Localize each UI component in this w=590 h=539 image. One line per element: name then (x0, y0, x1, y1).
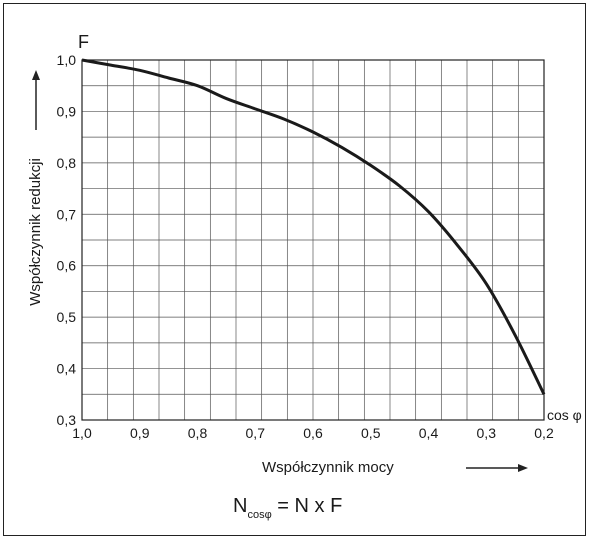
x-tick-labels: 1,0 0,9 0,8 0,7 0,6 0,5 0,4 0,3 0,2 (72, 425, 554, 441)
plot-border (81, 59, 545, 421)
x-tick-label: 0,7 (246, 425, 266, 441)
x-axis-label: Współczynnik mocy (262, 459, 394, 476)
formula: Ncosφ = N x F (233, 495, 342, 521)
x-tick-label: 0,4 (419, 425, 439, 441)
grid (82, 60, 544, 420)
y-axis-label: Współczynnik redukcji (27, 158, 44, 306)
x-tick-label: 0,2 (534, 425, 554, 441)
x-tick-label: 0,5 (361, 425, 381, 441)
y-tick-label: 0,9 (57, 103, 77, 119)
y-tick-labels: 0,3 0,4 0,5 0,6 0,7 0,8 0,9 1,0 (57, 52, 77, 428)
x-tick-label: 0,6 (303, 425, 323, 441)
y-tick-label: 0,7 (57, 206, 77, 222)
formula-rest: = N x F (272, 495, 343, 517)
chart-frame (3, 3, 586, 536)
y-tick-label: 0,8 (57, 155, 77, 171)
y-tick-label: 0,3 (57, 412, 77, 428)
x-tick-label: 0,3 (477, 425, 497, 441)
x-tick-label: 1,0 (72, 425, 92, 441)
y-tick-label: 0,6 (57, 258, 77, 274)
y-axis-arrow-head (32, 70, 40, 80)
formula-subscript: cosφ (247, 509, 271, 521)
formula-main: N (233, 495, 247, 517)
y-tick-label: 0,5 (57, 309, 77, 325)
x-tick-label: 0,8 (188, 425, 208, 441)
series-line (81, 58, 546, 395)
y-axis-symbol: F (78, 32, 89, 52)
y-tick-label: 0,4 (57, 361, 77, 377)
x-tick-label: 0,9 (130, 425, 150, 441)
x-axis-arrow-head (518, 464, 528, 472)
x-axis-symbol: cos φ (547, 407, 582, 423)
y-tick-label: 1,0 (57, 52, 77, 68)
